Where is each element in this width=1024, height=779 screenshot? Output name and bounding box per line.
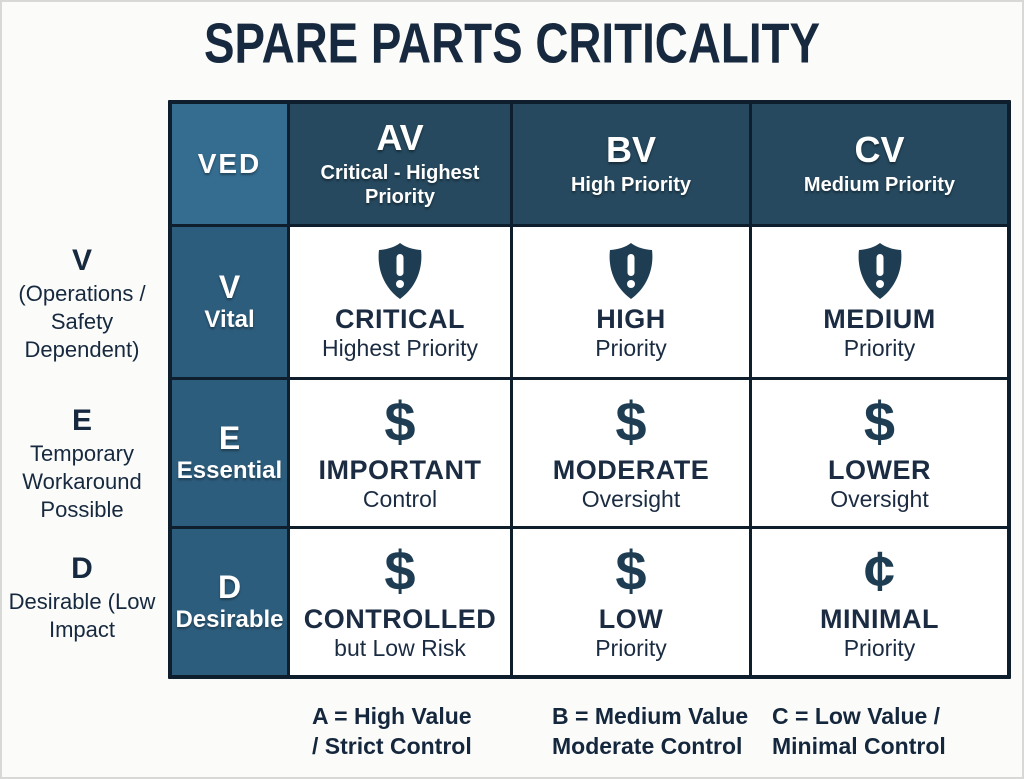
column-subtitle: Medium Priority (803, 173, 956, 196)
row-header-vital: V Vital (172, 227, 287, 377)
cell-bv-low: $ LOW Priority (513, 529, 749, 675)
cell-title: CRITICAL (335, 303, 465, 334)
row-axis-label-vital: V (Operations / Safety Dependent) (2, 244, 162, 364)
legend-line: B = Medium Value (552, 703, 749, 729)
row-header-desirable: D Desirable (172, 529, 287, 675)
legend-note-c: C = Low Value / Minimal Control (772, 702, 946, 762)
dollar-icon: $ (615, 538, 647, 602)
cell-subtitle: but Low Risk (334, 634, 466, 661)
dollar-icon: $ (863, 389, 896, 453)
column-header-bv: BV High Priority (513, 104, 749, 224)
column-subtitle: Critical - Highest Priority (320, 161, 480, 208)
cell-av-controlled: $ CONTROLLED but Low Risk (290, 529, 510, 675)
column-code: CV (854, 129, 905, 171)
cell-subtitle: Highest Priority (322, 334, 478, 361)
row-axis-label-essential: E Temporary Workaround Possible (2, 404, 162, 524)
cell-subtitle: Oversight (830, 485, 929, 512)
corner-cell-ved: VED (172, 104, 287, 224)
shield-alert-icon (378, 242, 422, 299)
column-code: BV (605, 129, 656, 171)
cell-av-critical: CRITICAL Highest Priority (290, 227, 510, 377)
legend-line: Minimal Control (772, 732, 946, 759)
cell-title: MEDIUM (823, 303, 936, 334)
shield-alert-icon (858, 242, 901, 299)
page-title: SPARE PARTS CRITICALITY (203, 12, 821, 76)
row-axis-label-desirable: D Desirable (Low Impact (2, 552, 162, 644)
cell-subtitle: Oversight (581, 485, 681, 512)
cell-title: HIGH (596, 303, 666, 334)
cell-title: MODERATE (552, 454, 710, 485)
cell-subtitle: Priority (843, 334, 916, 361)
column-subtitle: High Priority (570, 173, 691, 196)
axis-description-e: Temporary Workaround Possible (22, 441, 142, 523)
cell-bv-high: HIGH Priority (513, 227, 749, 377)
column-header-av: AV Critical - Highest Priority (290, 104, 510, 224)
cell-title: CONTROLLED (303, 603, 497, 634)
cell-bv-moderate: $ MODERATE Oversight (513, 380, 749, 526)
legend-line: A = High Value (312, 703, 472, 729)
cell-av-important: $ IMPORTANT Control (290, 380, 510, 526)
dollar-icon: $ (384, 538, 416, 602)
dollar-icon: $ (615, 389, 647, 453)
cell-title: LOW (598, 603, 664, 634)
cell-title: MINIMAL (820, 603, 939, 634)
cell-cv-minimal: ¢ MINIMAL Priority (752, 529, 1007, 675)
axis-description-v: (Operations / Safety Dependent) (18, 281, 146, 363)
axis-letter-e: E (71, 404, 92, 437)
axis-letter-v: V (71, 244, 92, 277)
cent-icon: ¢ (863, 538, 896, 602)
shield-alert-icon (609, 242, 653, 299)
cell-subtitle: Control (362, 485, 438, 512)
row-code: V (218, 269, 241, 306)
row-name: Desirable (175, 605, 284, 633)
cell-subtitle: Priority (595, 634, 667, 661)
row-name: Essential (176, 456, 283, 484)
column-header-cv: CV Medium Priority (752, 104, 1007, 224)
column-code: AV (376, 117, 424, 159)
cell-subtitle: Priority (843, 634, 916, 661)
legend-note-b: B = Medium Value Moderate Control (552, 702, 748, 762)
legend-note-a: A = High Value / Strict Control (312, 702, 472, 762)
axis-letter-d: D (71, 552, 93, 585)
row-code: E (218, 420, 241, 457)
corner-label: VED (197, 148, 262, 179)
dollar-icon: $ (384, 389, 416, 453)
row-name: Vital (204, 305, 255, 333)
cell-title: LOWER (828, 454, 931, 485)
cell-cv-lower: $ LOWER Oversight (752, 380, 1007, 526)
criticality-matrix: VED AV Critical - Highest Priority BV Hi… (168, 100, 1011, 679)
row-header-essential: E Essential (172, 380, 287, 526)
cell-cv-medium: MEDIUM Priority (752, 227, 1007, 377)
legend-line: C = Low Value / (772, 703, 941, 729)
cell-title: IMPORTANT (318, 454, 482, 485)
legend-line: Moderate Control (552, 732, 743, 759)
row-code: D (217, 569, 242, 606)
legend-line: / Strict Control (312, 732, 472, 759)
axis-description-d: Desirable (Low Impact (8, 589, 156, 643)
cell-subtitle: Priority (595, 334, 667, 361)
